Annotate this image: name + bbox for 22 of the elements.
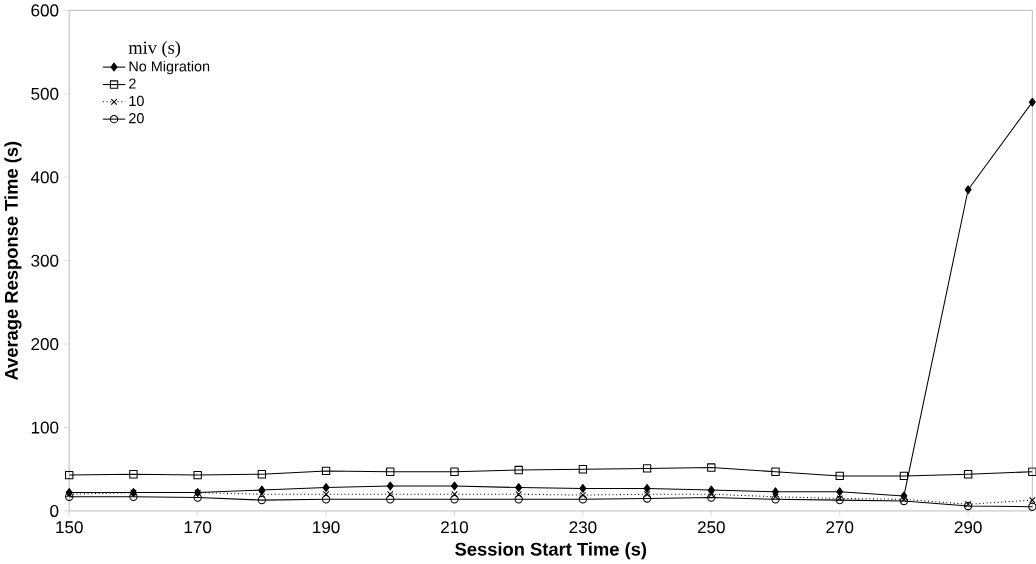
x-tick-label: 170 [184, 521, 212, 534]
x-tick-label: 230 [569, 521, 597, 534]
y-axis-title: Average Response Time (s) [4, 141, 22, 381]
y-tick-label: 100 [31, 421, 59, 434]
x-axis-title: Session Start Time (s) [455, 542, 647, 560]
legend-label: No Migration [129, 61, 210, 75]
x-tick-label: 150 [56, 521, 83, 534]
legend-title: miv (s) [128, 41, 181, 58]
legend-label: 20 [129, 113, 144, 124]
y-tick-label: 200 [31, 338, 59, 351]
legend-label: 10 [129, 95, 144, 107]
x-tick-label: 270 [826, 521, 854, 534]
x-tick-label: 250 [697, 521, 725, 534]
x-tick-label: 190 [313, 521, 340, 534]
y-tick-label: 500 [31, 87, 59, 100]
legend-label: 2 [129, 78, 136, 89]
y-tick-label: 600 [31, 4, 59, 17]
x-tick-label: 290 [954, 521, 982, 534]
y-tick-label: 0 [50, 505, 59, 518]
y-tick-label: 300 [31, 254, 59, 267]
x-tick-label: 210 [441, 521, 469, 534]
y-tick-label: 400 [30, 171, 59, 184]
